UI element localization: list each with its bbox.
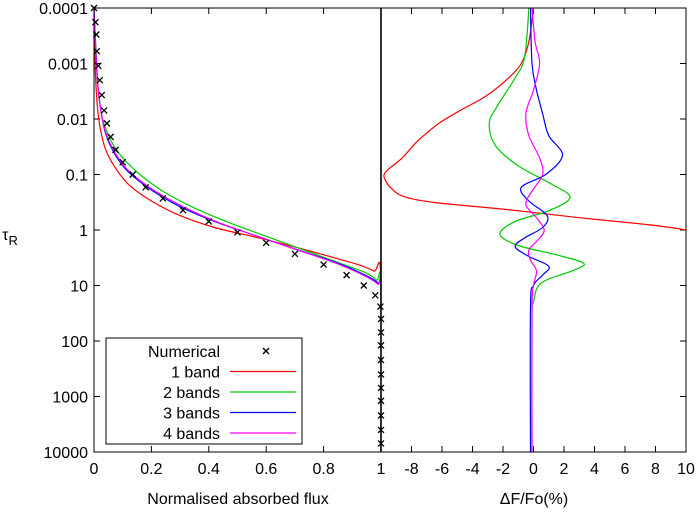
numerical-point xyxy=(179,206,187,214)
y-axis-title-sub: R xyxy=(8,233,17,248)
numerical-point xyxy=(100,106,108,114)
legend-label-4-bands: 4 bands xyxy=(163,426,220,443)
numerical-point xyxy=(291,250,299,258)
line-right-1-band xyxy=(383,8,686,231)
legend-label-3-bands: 3 bands xyxy=(163,406,220,423)
x-tick-label-right: -2 xyxy=(496,461,510,478)
x-tick-label-left: 1 xyxy=(377,461,386,478)
y-tick-label: 0.01 xyxy=(57,112,88,129)
x-tick-label-right: -8 xyxy=(404,461,418,478)
line-left-4-bands xyxy=(94,8,381,452)
line-right-4-bands xyxy=(525,8,545,452)
x-tick-label-right: 8 xyxy=(651,461,660,478)
legend-box xyxy=(105,337,303,445)
numerical-point xyxy=(262,239,270,247)
left-panel-series xyxy=(94,8,381,452)
x-tick-label-left: 0.8 xyxy=(312,461,334,478)
line-right-2-bands xyxy=(488,8,585,452)
numerical-point xyxy=(112,146,119,154)
x-tick-label-left: 0 xyxy=(90,461,99,478)
legend-label-numerical: Numerical xyxy=(148,344,220,361)
line-left-1-band xyxy=(94,8,381,452)
numerical-point xyxy=(371,291,379,299)
y-tick-label: 100 xyxy=(61,334,88,351)
numerical-point xyxy=(142,183,150,191)
numerical-point xyxy=(343,271,351,279)
numerical-point xyxy=(119,158,127,166)
numerical-point xyxy=(107,133,115,141)
y-tick-label: 10 xyxy=(70,279,88,296)
y-tick-label: 1 xyxy=(79,223,88,240)
numerical-point xyxy=(320,261,328,269)
x-tick-label-right: 0 xyxy=(529,461,538,478)
numerical-point xyxy=(98,91,106,99)
numerical-point xyxy=(159,194,167,202)
numerical-point xyxy=(94,62,102,70)
right-panel-series xyxy=(383,8,686,452)
y-axis-title: τR xyxy=(2,227,18,248)
line-right-3-bands xyxy=(514,8,564,452)
numerical-point xyxy=(93,47,101,55)
numerical-point xyxy=(96,76,104,84)
x-tick-label-right: 10 xyxy=(677,461,695,478)
x-tick-label-right: 6 xyxy=(621,461,630,478)
y-tick-label: 1000 xyxy=(52,390,88,407)
numerical-point xyxy=(129,171,137,178)
numerical-point xyxy=(205,217,213,225)
x-tick-label-right: 4 xyxy=(590,461,599,478)
x-tick-label-right: 2 xyxy=(560,461,569,478)
legend-label-2-bands: 2 bands xyxy=(163,385,220,402)
legend-marker-numerical xyxy=(262,347,270,355)
legend-label-1-band: 1 band xyxy=(171,365,220,382)
x-axis-title-left: Normalised absorbed flux xyxy=(147,491,328,508)
y-tick-label: 0.001 xyxy=(48,57,88,74)
numerical-point xyxy=(91,18,99,26)
y-tick-label: 0.1 xyxy=(66,168,88,185)
x-tick-label-left: 0.4 xyxy=(198,461,220,478)
x-axis-title-right: ΔF/Fo(%) xyxy=(500,491,568,508)
legend: Numerical 1 band 2 bands 3 bands 4 bands xyxy=(105,337,303,445)
x-tick-label-right: -6 xyxy=(435,461,449,478)
y-axis-title-main: τ xyxy=(2,227,9,244)
x-tick-label-left: 0.2 xyxy=(140,461,162,478)
x-tick-label-left: 0.6 xyxy=(255,461,277,478)
y-tick-label: 10000 xyxy=(44,445,89,462)
tick-marks xyxy=(93,7,687,453)
outer-frame xyxy=(93,7,687,453)
numerical-point xyxy=(360,282,368,289)
numerical-point xyxy=(234,228,241,236)
y-tick-label: 0.0001 xyxy=(39,1,88,18)
plot-frame xyxy=(93,7,687,453)
numerical-point xyxy=(103,119,111,127)
x-tick-label-right: -4 xyxy=(465,461,479,478)
